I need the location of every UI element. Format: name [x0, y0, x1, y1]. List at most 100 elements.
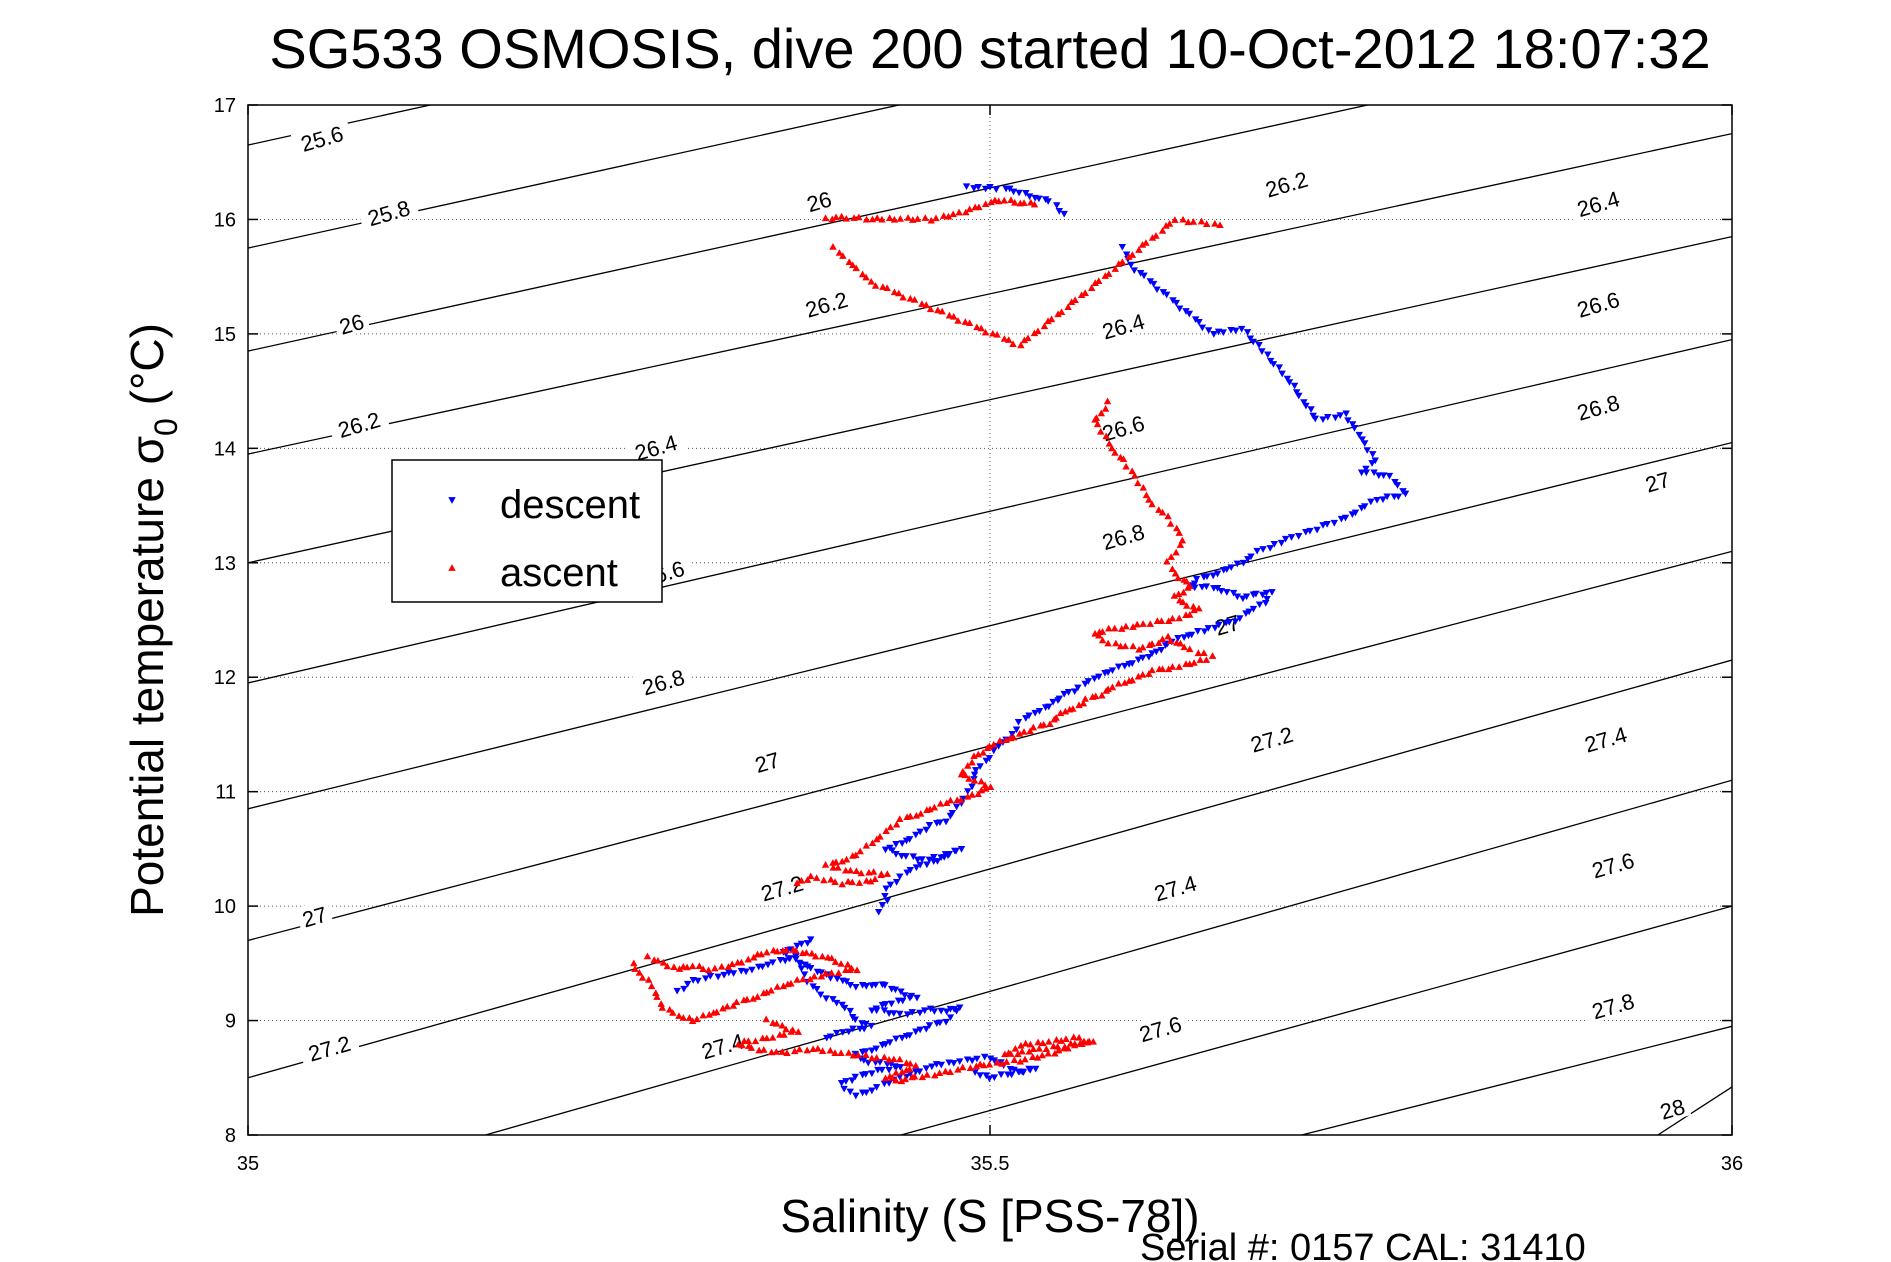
- ascent-point: [1097, 409, 1106, 417]
- chart-title: SG533 OSMOSIS, dive 200 started 10-Oct-2…: [269, 17, 1710, 80]
- descent-point: [701, 975, 710, 983]
- ascent-point: [1129, 642, 1137, 650]
- descent-point: [1223, 589, 1231, 596]
- ascent-point: [1179, 588, 1188, 596]
- ascent-point: [1105, 439, 1114, 447]
- ascent-point: [1128, 467, 1136, 475]
- descent-point: [1355, 431, 1363, 439]
- descent-point: [981, 185, 990, 193]
- descent-point: [1118, 243, 1127, 251]
- ascent-point: [1186, 645, 1194, 653]
- ascent-point: [740, 1037, 748, 1044]
- ascent-point: [1062, 1035, 1070, 1042]
- descent-point: [997, 1071, 1005, 1079]
- descent-point: [892, 841, 900, 848]
- ascent-point: [945, 311, 954, 319]
- descent-point: [803, 940, 812, 947]
- descent-point: [706, 973, 715, 980]
- contour-line-26-2: [248, 132, 1732, 455]
- ascent-point: [1081, 695, 1089, 702]
- ascent-point: [1158, 227, 1167, 234]
- ascent-point: [872, 1054, 881, 1061]
- ascent-point: [688, 962, 697, 970]
- contour-line-25-8: [248, 105, 902, 249]
- ascent-point: [1108, 444, 1116, 452]
- ascent-point: [981, 784, 990, 792]
- ascent-point: [842, 866, 850, 874]
- descent-point: [903, 869, 911, 877]
- ascent-point: [1017, 341, 1025, 349]
- contour-label-bg: [1240, 718, 1303, 758]
- y-tick-label: 12: [214, 667, 236, 689]
- ascent-point: [1078, 1040, 1086, 1048]
- contour-label-bg: [295, 899, 334, 932]
- ascent-point: [1021, 1055, 1029, 1063]
- ascent-point: [685, 1014, 694, 1021]
- ascent-point: [966, 1064, 975, 1071]
- ascent-point: [839, 252, 847, 259]
- ascent-point: [827, 969, 836, 976]
- descent-point: [968, 783, 976, 791]
- descent-point: [1401, 490, 1410, 498]
- ascent-point: [898, 1068, 906, 1075]
- ascent-point: [1091, 629, 1099, 637]
- ascent-point: [795, 1045, 804, 1053]
- descent-point: [1015, 189, 1023, 197]
- ascent-point: [1108, 683, 1117, 691]
- descent-point: [858, 1048, 867, 1056]
- ascent-point: [993, 1058, 1001, 1066]
- ascent-point: [1202, 656, 1211, 663]
- ascent-point: [1168, 614, 1177, 622]
- ascent-point: [1122, 462, 1130, 470]
- ascent-point: [834, 863, 842, 871]
- ascent-point: [818, 1047, 827, 1054]
- ascent-point: [1006, 734, 1015, 742]
- ascent-point: [799, 975, 807, 983]
- descent-point: [1244, 556, 1252, 563]
- ascent-point: [747, 1044, 756, 1051]
- y-tick-label: 14: [214, 438, 236, 460]
- ascent-point: [1158, 635, 1167, 643]
- ascent-point: [1085, 1037, 1093, 1045]
- descent-point: [1195, 318, 1203, 326]
- ascent-point: [1091, 415, 1099, 423]
- ascent-point: [1145, 496, 1153, 503]
- ascent-point: [964, 792, 972, 800]
- contour-label-bg: [1091, 305, 1155, 345]
- ascent-point: [837, 960, 845, 967]
- ascent-point: [940, 212, 948, 219]
- descent-point: [906, 994, 914, 1002]
- descent-point: [883, 897, 892, 905]
- ascent-point: [753, 993, 762, 1000]
- descent-point: [1379, 496, 1387, 504]
- ascent-point: [1029, 1053, 1037, 1060]
- ascent-point: [1020, 728, 1028, 735]
- ascent-point: [1095, 277, 1103, 284]
- ascent-point: [1134, 479, 1142, 487]
- ascent-point: [986, 783, 995, 791]
- contour-label-bg: [795, 283, 858, 323]
- ascent-point: [862, 215, 871, 223]
- descent-point: [956, 1058, 964, 1066]
- ascent-point: [842, 214, 851, 222]
- ascent-point: [1155, 506, 1163, 513]
- ascent-point: [802, 948, 811, 956]
- descent-point: [970, 771, 979, 779]
- descent-point: [1369, 451, 1377, 458]
- ascent-point: [1104, 639, 1112, 647]
- descent-point: [851, 1016, 859, 1024]
- ascent-point: [892, 1068, 900, 1076]
- descent-point: [982, 757, 990, 765]
- contour-label-bg: [1128, 1008, 1192, 1048]
- y-axis-label-subscript: 0: [148, 418, 184, 436]
- ascent-point: [1103, 397, 1112, 405]
- contour-label-bg: [624, 426, 687, 466]
- ascent-point: [1176, 541, 1185, 548]
- ascent-point: [869, 868, 878, 875]
- ascent-point: [1067, 1039, 1075, 1047]
- descent-point: [858, 1071, 867, 1079]
- ascent-point: [1194, 649, 1203, 657]
- descent-point: [881, 982, 889, 989]
- ascent-point: [1045, 1037, 1053, 1045]
- ascent-point: [1038, 1051, 1046, 1059]
